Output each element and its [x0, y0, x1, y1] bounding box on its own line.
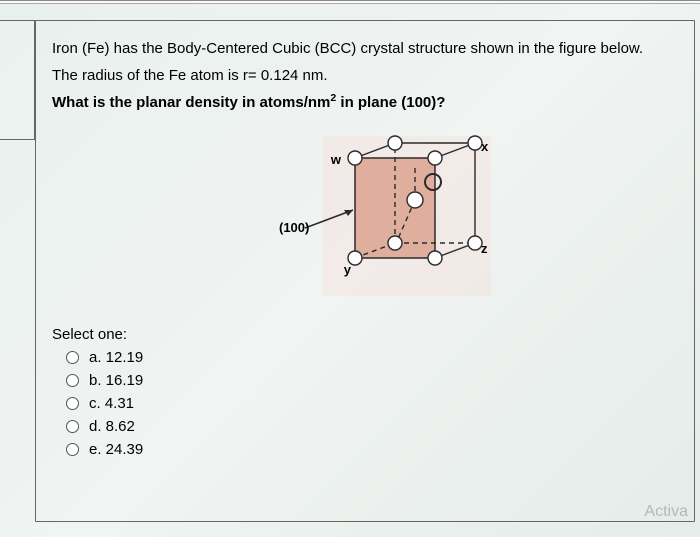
question-container: Iron (Fe) has the Body-Centered Cubic (B… [35, 20, 695, 522]
option-row[interactable]: c. 4.31 [66, 395, 678, 412]
option-row[interactable]: e. 24.39 [66, 441, 678, 458]
left-panel-stub [0, 20, 35, 140]
option-row[interactable]: b. 16.19 [66, 372, 678, 389]
select-one-label: Select one: [52, 326, 678, 343]
svg-text:x: x [481, 139, 489, 154]
svg-text:(100): (100) [279, 220, 309, 235]
svg-text:w: w [330, 152, 342, 167]
radio-icon[interactable] [66, 420, 79, 433]
q3-prefix: What is the planar density in atoms/nm [52, 94, 330, 111]
options-list: a. 12.19 b. 16.19 c. 4.31 d. 8.62 e. 24.39 [52, 349, 678, 458]
option-row[interactable]: d. 8.62 [66, 418, 678, 435]
option-row[interactable]: a. 12.19 [66, 349, 678, 366]
q3-suffix: in plane (100)? [336, 94, 445, 111]
question-line-2: The radius of the Fe atom is r= 0.124 nm… [52, 62, 678, 89]
radio-icon[interactable] [66, 351, 79, 364]
svg-text:y: y [344, 262, 352, 277]
windows-activate-watermark: Activa [644, 503, 688, 521]
svg-text:z: z [481, 241, 488, 256]
question-line-1: Iron (Fe) has the Body-Centered Cubic (B… [52, 35, 678, 62]
option-label: b. 16.19 [89, 372, 143, 389]
radio-icon[interactable] [66, 443, 79, 456]
figure-wrap: (100) w x y z [52, 128, 678, 308]
option-label: e. 24.39 [89, 441, 143, 458]
option-label: d. 8.62 [89, 418, 135, 435]
question-text: Iron (Fe) has the Body-Centered Cubic (B… [52, 35, 678, 116]
window-top-border [0, 0, 700, 4]
option-label: a. 12.19 [89, 349, 143, 366]
radio-icon[interactable] [66, 397, 79, 410]
radio-icon[interactable] [66, 374, 79, 387]
question-line-3: What is the planar density in atoms/nm2 … [52, 89, 678, 116]
bcc-cube-figure: (100) w x y z [235, 128, 495, 308]
option-label: c. 4.31 [89, 395, 134, 412]
